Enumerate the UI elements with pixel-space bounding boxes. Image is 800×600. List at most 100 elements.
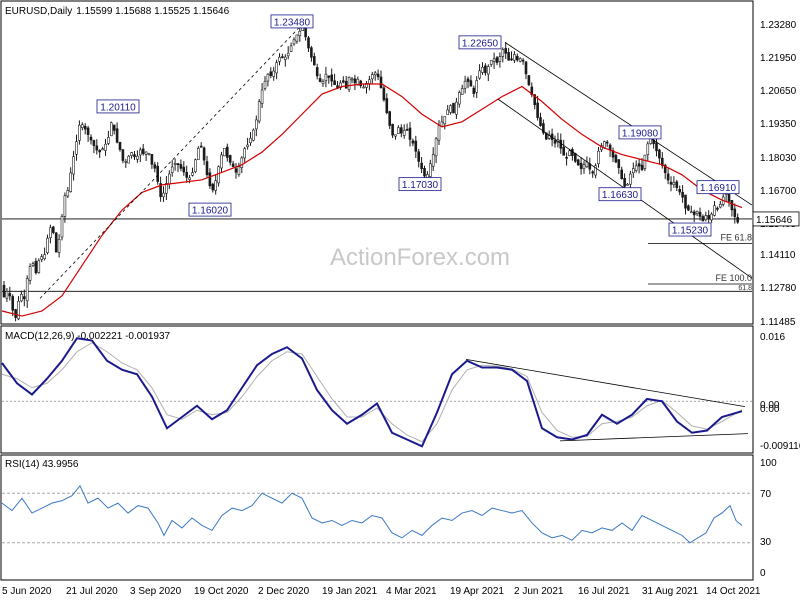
- macd-line: [1, 337, 743, 448]
- candle-body: [75, 141, 78, 155]
- candle-body: [22, 296, 26, 300]
- candle-body: [460, 88, 464, 95]
- candle-body: [455, 101, 458, 115]
- price-y-tick: 1.18030: [760, 153, 797, 164]
- price-panel-frame: [0, 0, 754, 325]
- candle-body: [457, 92, 461, 105]
- candle-body: [730, 200, 734, 211]
- candle-body: [127, 155, 130, 164]
- candle-body: [504, 48, 508, 54]
- candle-body: [698, 212, 702, 217]
- candle-body: [394, 134, 397, 137]
- candle-body: [318, 78, 322, 82]
- candle-body: [150, 154, 154, 165]
- candle-body: [368, 79, 371, 84]
- upper-channel-line: [504, 42, 753, 206]
- candle-body: [681, 191, 684, 198]
- rsi-series-layer: [1, 484, 752, 544]
- candle-body: [684, 194, 687, 209]
- price-level-box: [668, 222, 712, 237]
- candle-body: [539, 117, 542, 126]
- macd-y-tick: 0.00: [760, 400, 780, 411]
- candle-body: [170, 166, 174, 173]
- x-tick: 4 Mar 2021: [386, 586, 437, 597]
- candle-body: [658, 149, 661, 159]
- candle-body: [431, 154, 435, 167]
- candle-body: [515, 55, 519, 61]
- candle-body: [608, 144, 612, 151]
- candle-body: [312, 56, 316, 66]
- candle-body: [228, 155, 232, 163]
- candle-body: [408, 127, 412, 140]
- candle-body: [179, 164, 183, 169]
- price-level-box: [696, 180, 740, 195]
- candle-body: [217, 166, 220, 184]
- macd-lower-trendline: [559, 433, 749, 442]
- candle-body: [376, 73, 380, 78]
- candle-body: [81, 124, 84, 128]
- candle-body: [249, 137, 252, 144]
- candle-body: [63, 195, 67, 217]
- candle-body: [272, 70, 276, 77]
- candle-body: [214, 180, 217, 191]
- candle-body: [115, 128, 119, 143]
- watermark: ActionForex.com: [330, 244, 510, 271]
- price-y-tick: 1.11485: [760, 317, 796, 328]
- candle-body: [492, 58, 496, 62]
- candle-body: [443, 116, 447, 125]
- candle-body: [246, 144, 249, 148]
- candle-body: [295, 34, 299, 42]
- candle-body: [141, 148, 145, 154]
- price-level-box: [96, 99, 140, 114]
- candle-body: [672, 182, 676, 186]
- candle-body: [49, 227, 52, 238]
- price-level-label: 1.23480: [274, 17, 311, 28]
- candle-body: [25, 278, 29, 302]
- macd-y-axis: 0.016 0.00 0.00 -0.009116: [760, 332, 800, 452]
- candle-body: [255, 119, 258, 130]
- candle-body: [611, 150, 615, 158]
- price-y-tick: 1.16700: [760, 186, 797, 197]
- candle-body: [486, 66, 490, 75]
- current-price-label: 1.15646: [756, 215, 793, 226]
- candle-body: [136, 155, 139, 160]
- candle-body: [484, 65, 487, 74]
- candle-body: [533, 94, 537, 106]
- candle-body: [168, 173, 171, 185]
- candle-body: [678, 189, 682, 193]
- candle-body: [60, 216, 64, 238]
- candle-body: [692, 211, 696, 216]
- ema-line: [1, 83, 743, 317]
- candle-body: [28, 266, 32, 281]
- candle-body: [542, 123, 545, 134]
- price-y-tick: 1.12780: [760, 283, 797, 294]
- candle-body: [391, 123, 394, 136]
- candle-body: [211, 183, 215, 191]
- candle-body: [411, 140, 415, 144]
- candle-body: [43, 254, 46, 260]
- price-level-label: 1.17030: [402, 180, 439, 191]
- x-tick: 21 Jul 2020: [66, 586, 118, 597]
- candle-body: [51, 226, 55, 233]
- candle-body: [231, 163, 235, 168]
- candle-body: [278, 56, 281, 62]
- candle-body: [269, 71, 273, 76]
- x-tick: 2 Jun 2021: [514, 586, 564, 597]
- candle-body: [260, 89, 264, 104]
- candle-body: [733, 208, 737, 217]
- candle-body: [185, 172, 188, 178]
- candle-body: [350, 78, 354, 81]
- candle-body: [324, 73, 328, 81]
- rsi-y-tick: 30: [760, 537, 772, 548]
- candle-body: [695, 210, 699, 214]
- candle-body: [475, 80, 479, 93]
- rsi-line: [1, 484, 743, 544]
- candle-body: [620, 169, 624, 180]
- price-level-box: [188, 202, 232, 217]
- candle-body: [153, 164, 157, 169]
- x-axis: 5 Jun 2020 21 Jul 2020 3 Sep 2020 19 Oct…: [2, 586, 761, 597]
- price-level-label: 1.19080: [622, 128, 659, 139]
- price-level-label: 1.22650: [462, 38, 499, 49]
- price-level-label: 1.16630: [602, 190, 639, 201]
